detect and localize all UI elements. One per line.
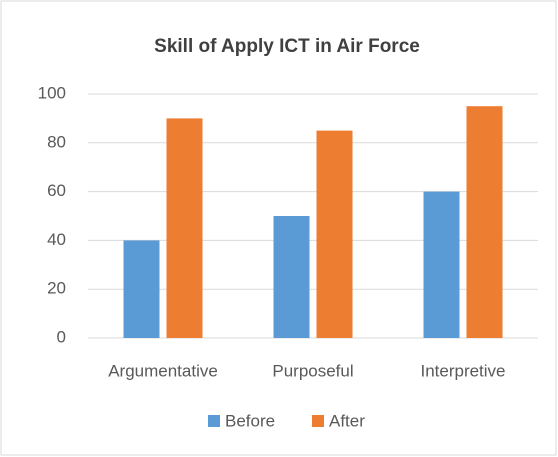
legend-swatch — [312, 415, 324, 427]
y-tick-label: 80 — [47, 132, 66, 151]
legend-label: Before — [225, 411, 275, 430]
legend-label: After — [329, 411, 365, 430]
y-tick-label: 100 — [38, 83, 66, 102]
y-tick-label: 40 — [47, 230, 66, 249]
bar — [273, 216, 310, 338]
x-tick-label: Interpretive — [420, 361, 505, 380]
x-tick-label: Argumentative — [108, 361, 218, 380]
bar — [316, 130, 353, 338]
y-tick-label: 60 — [47, 181, 66, 200]
chart-title: Skill of Apply ICT in Air Force — [154, 36, 420, 57]
bar — [123, 240, 160, 338]
bar — [423, 191, 460, 338]
legend-swatch — [208, 415, 220, 427]
y-tick-label: 20 — [47, 279, 66, 298]
y-tick-label: 0 — [57, 327, 66, 346]
bar — [466, 106, 503, 338]
bar — [166, 118, 203, 339]
x-tick-label: Purposeful — [272, 361, 353, 380]
